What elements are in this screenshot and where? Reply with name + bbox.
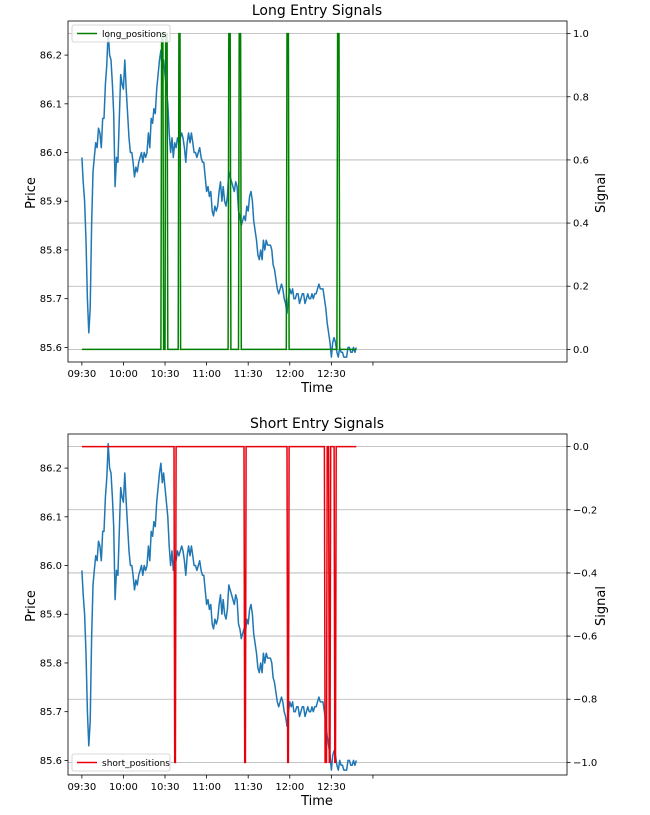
y2-tick-label: −0.6 [573, 632, 597, 643]
legend-box [71, 753, 171, 772]
y2-tick-label: −1.0 [573, 758, 597, 769]
legend: short_positions [71, 753, 171, 772]
y-tick-label: 86.1 [40, 512, 62, 523]
chart-title: Short Entry Signals [250, 416, 384, 432]
x-tick-label: 10:30 [151, 782, 180, 793]
plot-frame [67, 433, 568, 776]
price-line [81, 29, 358, 358]
y-tick-label: 85.8 [40, 245, 62, 256]
y2-tick-label: −0.2 [573, 505, 597, 516]
y2-tick-label: 0.6 [573, 155, 589, 166]
y2-tick-label: 0.0 [573, 442, 589, 453]
plot-frame [67, 20, 568, 363]
x-tick-label: 11:00 [192, 369, 221, 380]
short-entry-signals-chart: Short Entry Signals Time Price Signal 85… [24, 416, 609, 809]
y2-tick-label: 0.0 [573, 345, 589, 356]
y-axis-label: Price [24, 177, 39, 209]
y-tick-label: 86.0 [40, 561, 62, 572]
x-tick-label: 11:00 [192, 782, 221, 793]
y2-tick-label: 0.4 [573, 219, 589, 230]
y-tick-label: 86.2 [40, 464, 62, 475]
y-axis-label: Price [24, 590, 39, 622]
y-tick-label: 86.2 [40, 51, 62, 62]
legend-entry: short_positions [102, 759, 170, 769]
y-tick-label: 85.8 [40, 658, 62, 669]
x-tick-label: 09:30 [67, 369, 96, 380]
x-tick-label: 10:30 [151, 369, 180, 380]
x-tick-label: 12:30 [317, 782, 346, 793]
x-axis-label: Time [300, 381, 333, 396]
long-entry-signals-chart: Long Entry Signals Time Price Signal 85.… [24, 3, 609, 396]
chart-title: Long Entry Signals [252, 3, 382, 19]
y-tick-label: 85.9 [40, 197, 62, 208]
y2-tick-label: −0.8 [573, 695, 597, 706]
y-tick-label: 85.7 [40, 707, 62, 718]
x-tick-label: 12:00 [275, 369, 304, 380]
legend: long_positions [71, 24, 171, 43]
x-tick-label: 11:30 [234, 369, 263, 380]
y2-tick-label: −0.4 [573, 568, 597, 579]
y2-axis-label: Signal [594, 173, 609, 213]
y-tick-label: 85.7 [40, 294, 62, 305]
y-tick-label: 86.0 [40, 148, 62, 159]
x-tick-label: 12:30 [317, 369, 346, 380]
x-tick-label: 12:00 [275, 782, 304, 793]
signal-line [81, 32, 357, 351]
y-tick-label: 85.6 [40, 343, 62, 354]
y-tick-label: 85.6 [40, 756, 62, 767]
legend-box [71, 24, 171, 43]
legend-entry: long_positions [102, 30, 167, 40]
x-tick-label: 09:30 [67, 782, 96, 793]
y2-tick-label: 0.8 [573, 92, 589, 103]
y-tick-label: 86.1 [40, 99, 62, 110]
x-tick-label: 11:30 [234, 782, 263, 793]
y-tick-label: 85.9 [40, 610, 62, 621]
x-tick-label: 10:00 [109, 369, 138, 380]
y2-tick-label: 0.2 [573, 282, 589, 293]
y2-tick-label: 1.0 [573, 29, 589, 40]
x-axis-label: Time [300, 794, 333, 809]
price-line [81, 442, 358, 771]
y2-axis-label: Signal [594, 586, 609, 626]
signal-line [81, 445, 357, 764]
x-tick-label: 10:00 [109, 782, 138, 793]
